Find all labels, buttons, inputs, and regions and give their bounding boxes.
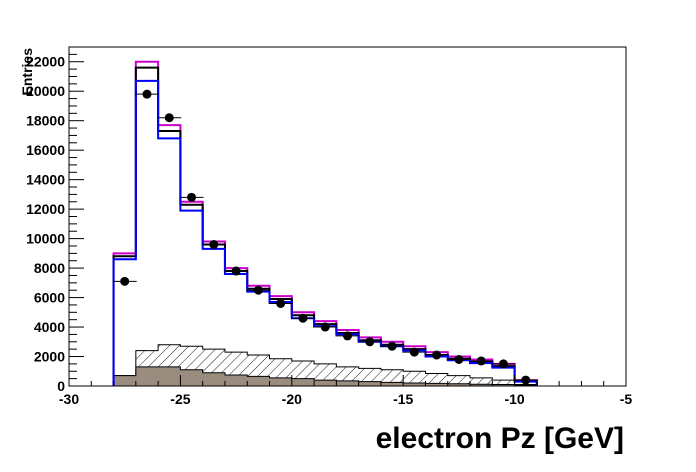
data-point: [409, 347, 419, 357]
x-tick-label: -20: [282, 391, 302, 407]
x-tick-label: -25: [170, 391, 190, 407]
data-point: [120, 276, 130, 286]
y-axis-title: Entries: [19, 48, 35, 96]
y-tick-label: 0: [57, 378, 65, 394]
x-tick-label: -5: [620, 391, 633, 407]
data-point: [276, 298, 286, 308]
y-tick-label: 12000: [26, 201, 65, 217]
data-point: [231, 266, 241, 276]
data-point: [320, 322, 330, 332]
y-tick-label: 4000: [34, 319, 65, 335]
data-point: [164, 113, 174, 123]
data-point: [298, 313, 308, 323]
data-point: [253, 285, 263, 295]
step-histogram-2: [112, 79, 538, 386]
data-point: [476, 356, 486, 366]
x-tick-label: -15: [393, 391, 413, 407]
data-point: [365, 337, 375, 347]
data-point: [432, 350, 442, 360]
y-tick-label: 8000: [34, 260, 65, 276]
data-point: [343, 331, 352, 341]
y-tick-label: 16000: [26, 142, 65, 158]
y-tick-label: 20000: [26, 83, 65, 99]
data-point: [387, 341, 397, 351]
y-tick-label: 10000: [26, 231, 65, 247]
y-tick-label: 18000: [26, 113, 65, 129]
x-tick-label: -30: [59, 391, 79, 407]
step-histogram-1: [112, 66, 538, 386]
x-tick-label: -10: [504, 391, 524, 407]
data-point: [187, 192, 197, 202]
step-histogram-0: [112, 60, 538, 386]
data-point: [521, 375, 531, 385]
data-point: [498, 359, 508, 369]
x-axis-title: electron Pz [GeV]: [376, 422, 624, 455]
data-point: [142, 89, 152, 99]
y-tick-label: 6000: [34, 290, 65, 306]
y-tick-label: 2000: [34, 349, 65, 365]
filled-histogram-4: [113, 366, 538, 387]
y-tick-label: 14000: [26, 172, 65, 188]
data-point: [209, 240, 219, 250]
data-point: [454, 354, 464, 364]
y-tick-label: 22000: [26, 54, 65, 70]
